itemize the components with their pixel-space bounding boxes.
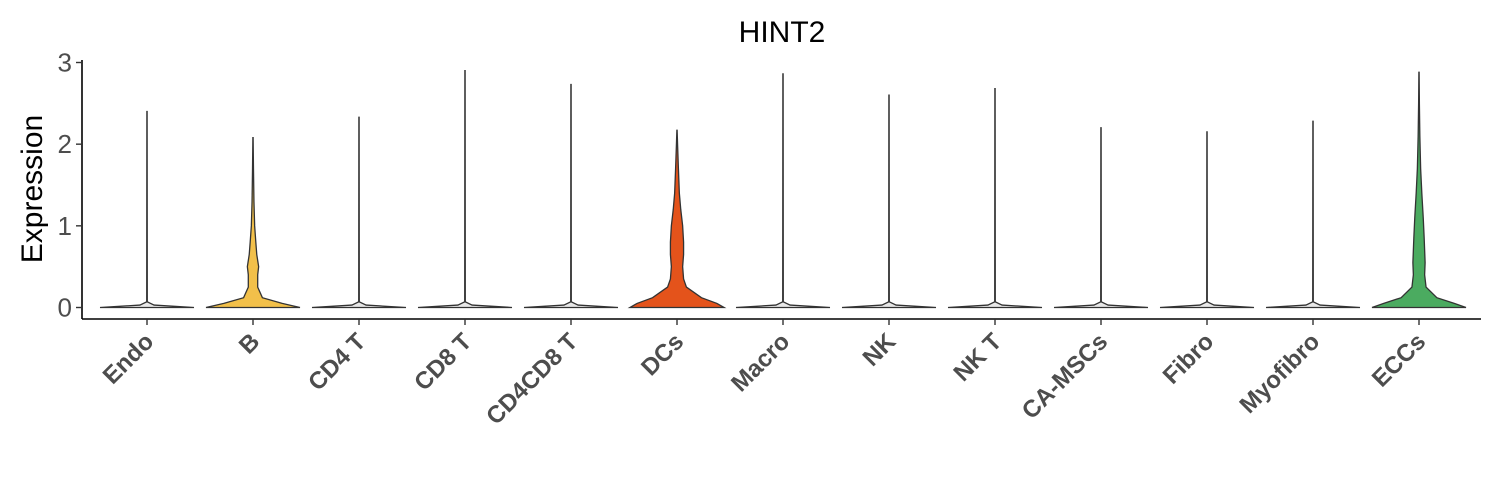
x-tick-label: CD4CD8 T xyxy=(481,328,583,430)
violin-cd4-t xyxy=(311,116,407,309)
y-tick-label: 3 xyxy=(58,48,72,78)
x-tick-label: DCs xyxy=(636,328,689,381)
x-tick-label: Macro xyxy=(726,328,795,397)
chart-title: HINT2 xyxy=(739,16,826,49)
violin-myofibro xyxy=(1265,120,1361,309)
violin-cd4cd8-t xyxy=(523,83,619,309)
violin-fibro xyxy=(1159,131,1255,309)
x-tick-label: NK T xyxy=(949,328,1008,387)
violin-cd8-t xyxy=(417,70,513,309)
violin-nk-t xyxy=(947,87,1043,309)
axes-group xyxy=(81,60,1481,320)
x-ticks-group: Endo B CD4 T CD8 T CD4CD8 T DCs Macro NK NK T CA-… xyxy=(98,319,1431,430)
y-tick-label: 1 xyxy=(58,211,72,241)
x-tick-label: Myofibro xyxy=(1235,328,1326,419)
y-tick-label: 0 xyxy=(58,293,72,323)
violin-dcs xyxy=(627,129,727,309)
violin-eccs xyxy=(1371,71,1467,309)
violin-endo xyxy=(99,110,195,309)
x-tick-label: CD8 T xyxy=(409,328,477,396)
y-ticks-group: 0 1 2 3 xyxy=(58,48,82,323)
x-tick-label: CD4 T xyxy=(303,328,371,396)
x-tick-label: NK xyxy=(858,328,902,372)
x-tick-label: ECCs xyxy=(1367,328,1431,392)
violin-b xyxy=(205,136,301,309)
x-tick-label: Endo xyxy=(98,328,160,390)
x-tick-label: Fibro xyxy=(1158,328,1220,390)
y-tick-label: 2 xyxy=(58,129,72,159)
violin-macro xyxy=(735,73,831,309)
violins-group xyxy=(99,70,1467,309)
y-axis-label: Expression xyxy=(16,115,49,263)
x-tick-label: B xyxy=(234,328,265,359)
x-tick-label: CA-MSCs xyxy=(1017,328,1113,424)
violin-nk xyxy=(841,94,937,309)
violin-ca-mscs xyxy=(1053,127,1149,309)
